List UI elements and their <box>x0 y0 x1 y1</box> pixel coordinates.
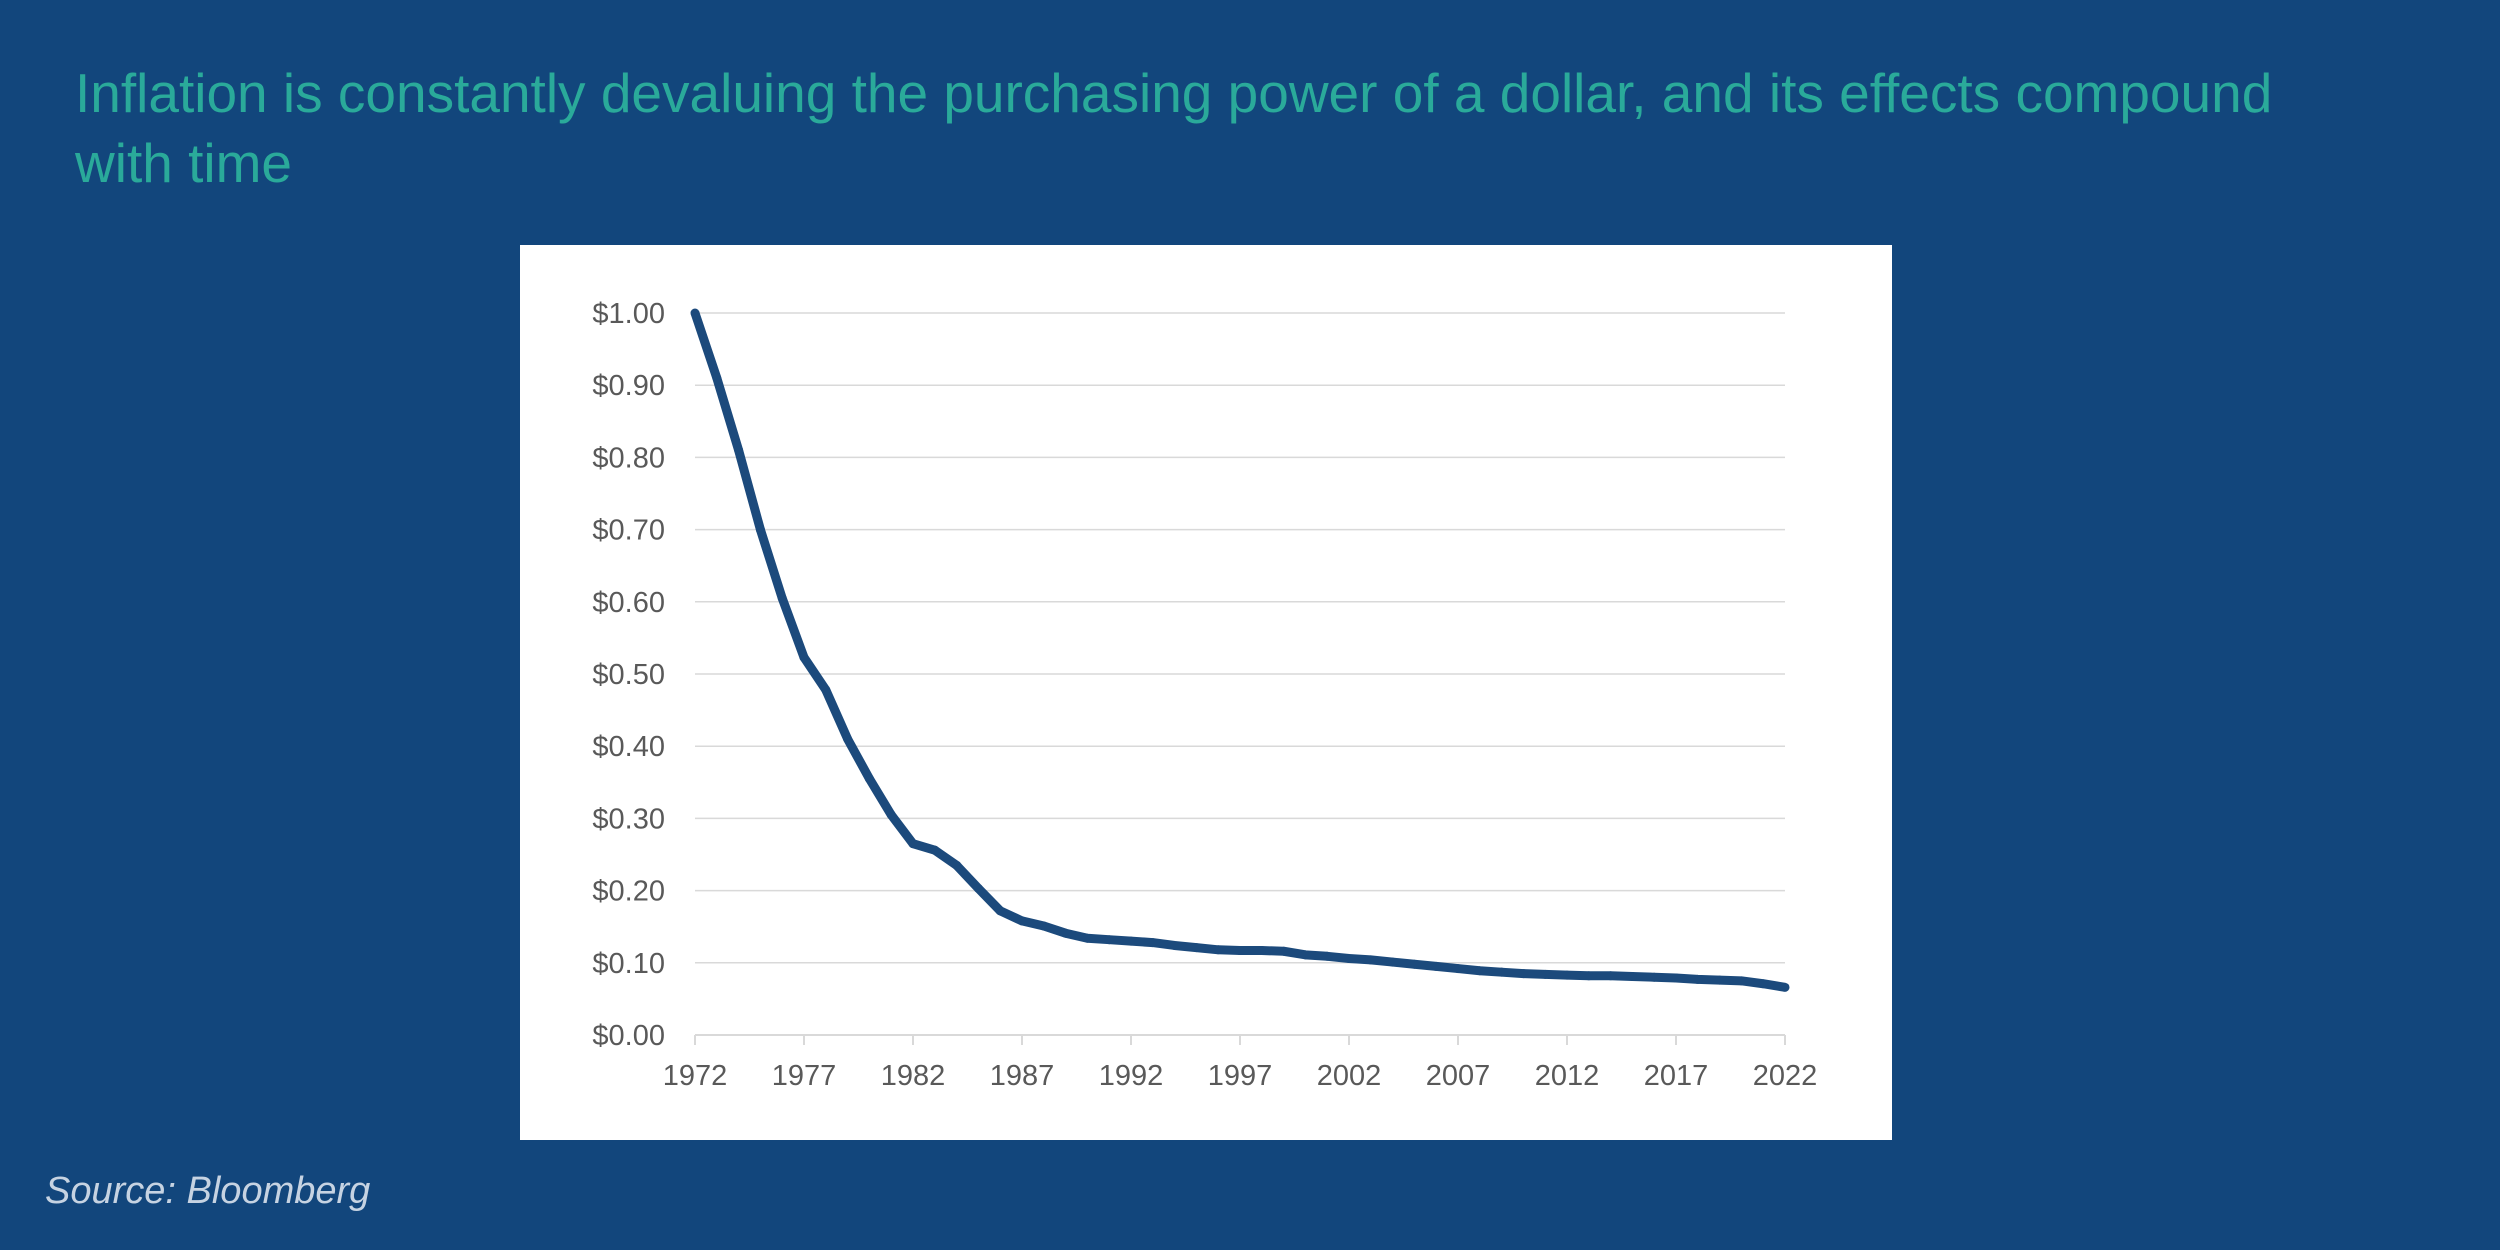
y-tick-label: $0.80 <box>592 442 665 474</box>
y-tick-label: $0.90 <box>592 370 665 402</box>
y-tick-label: $0.50 <box>592 659 665 691</box>
axis-layer <box>694 1034 1786 1045</box>
y-tick-label: $0.70 <box>592 515 665 547</box>
series-layer <box>690 308 1790 992</box>
data-point <box>1191 943 1201 953</box>
data-point <box>1627 972 1637 982</box>
x-tick-label: 2012 <box>1535 1060 1600 1092</box>
slide-headline: Inflation is constantly devaluing the pu… <box>75 62 2273 194</box>
data-point <box>973 883 983 893</box>
data-point <box>1693 974 1703 984</box>
data-point <box>1584 971 1594 981</box>
data-point <box>1475 966 1485 976</box>
source-note: Source: Bloomberg <box>45 1170 371 1212</box>
data-point <box>821 685 831 695</box>
data-point <box>995 906 1005 916</box>
data-point <box>1148 938 1158 948</box>
chart-card: $0.00 $0.10 $0.20 $0.30 $0.40 $0.50 $0.60 $0.70… <box>520 245 1892 1140</box>
data-point <box>1104 935 1114 945</box>
data-point <box>952 860 962 870</box>
x-tick-label: 1977 <box>772 1060 837 1092</box>
data-point <box>1082 933 1092 943</box>
x-tick-label: 1972 <box>663 1060 728 1092</box>
x-tick-label: 2017 <box>1644 1060 1709 1092</box>
data-point <box>1671 973 1681 983</box>
y-tick-label: $1.00 <box>592 298 665 330</box>
x-tick-label: 1992 <box>1099 1060 1164 1092</box>
data-point <box>1257 946 1267 956</box>
data-point <box>1780 982 1790 992</box>
data-point <box>1213 945 1223 955</box>
data-point <box>1540 969 1550 979</box>
data-point <box>1344 953 1354 963</box>
data-point <box>1322 951 1332 961</box>
data-point <box>1736 976 1746 986</box>
data-point <box>1039 921 1049 931</box>
x-tick-label: 1997 <box>1208 1060 1273 1092</box>
y-tick-label: $0.60 <box>592 587 665 619</box>
y-tick-label: $0.00 <box>592 1020 665 1052</box>
data-point <box>1366 955 1376 965</box>
data-point <box>930 845 940 855</box>
data-point <box>777 593 787 603</box>
data-point <box>1562 970 1572 980</box>
data-point <box>1017 916 1027 926</box>
data-point <box>1606 971 1616 981</box>
x-tick-label: 2022 <box>1753 1060 1818 1092</box>
x-tick-label: 1982 <box>881 1060 946 1092</box>
data-point <box>1649 972 1659 982</box>
data-point <box>712 373 722 383</box>
data-point <box>690 308 700 318</box>
series-line <box>690 311 1786 992</box>
data-point <box>1431 961 1441 971</box>
data-point <box>908 839 918 849</box>
data-point <box>1497 967 1507 977</box>
data-point <box>1170 940 1180 950</box>
data-point <box>1758 979 1768 989</box>
y-tick-labels: $0.00 $0.10 $0.20 $0.30 $0.40 $0.50 $0.60 $0.70… <box>592 298 665 1052</box>
data-point <box>1409 959 1419 969</box>
y-tick-label: $0.10 <box>592 948 665 980</box>
data-point <box>886 810 896 820</box>
data-point <box>1126 936 1136 946</box>
x-tick-label: 2002 <box>1317 1060 1382 1092</box>
purchasing-power-line-chart: $0.00 $0.10 $0.20 $0.30 $0.40 $0.50 $0.60 $0.70… <box>592 298 1818 1092</box>
x-tick-label: 2007 <box>1426 1060 1491 1092</box>
data-point <box>1715 975 1725 985</box>
data-point <box>864 774 874 784</box>
data-point <box>1300 950 1310 960</box>
data-point <box>1235 946 1245 956</box>
data-point <box>1518 969 1528 979</box>
y-tick-label: $0.20 <box>592 876 665 908</box>
data-point <box>734 445 744 455</box>
data-point <box>1388 957 1398 967</box>
data-point <box>1453 964 1463 974</box>
x-tick-labels: 1972 1977 1982 1987 1992 1997 2002 2007 2012 2017… <box>663 1060 1818 1092</box>
data-point <box>1061 928 1071 938</box>
data-point <box>843 734 853 744</box>
data-point <box>799 652 809 662</box>
x-tick-label: 1987 <box>990 1060 1055 1092</box>
data-point <box>755 525 765 535</box>
data-point <box>1279 946 1289 956</box>
y-tick-label: $0.40 <box>592 731 665 763</box>
grid-layer <box>695 312 1785 964</box>
y-tick-label: $0.30 <box>592 803 665 835</box>
